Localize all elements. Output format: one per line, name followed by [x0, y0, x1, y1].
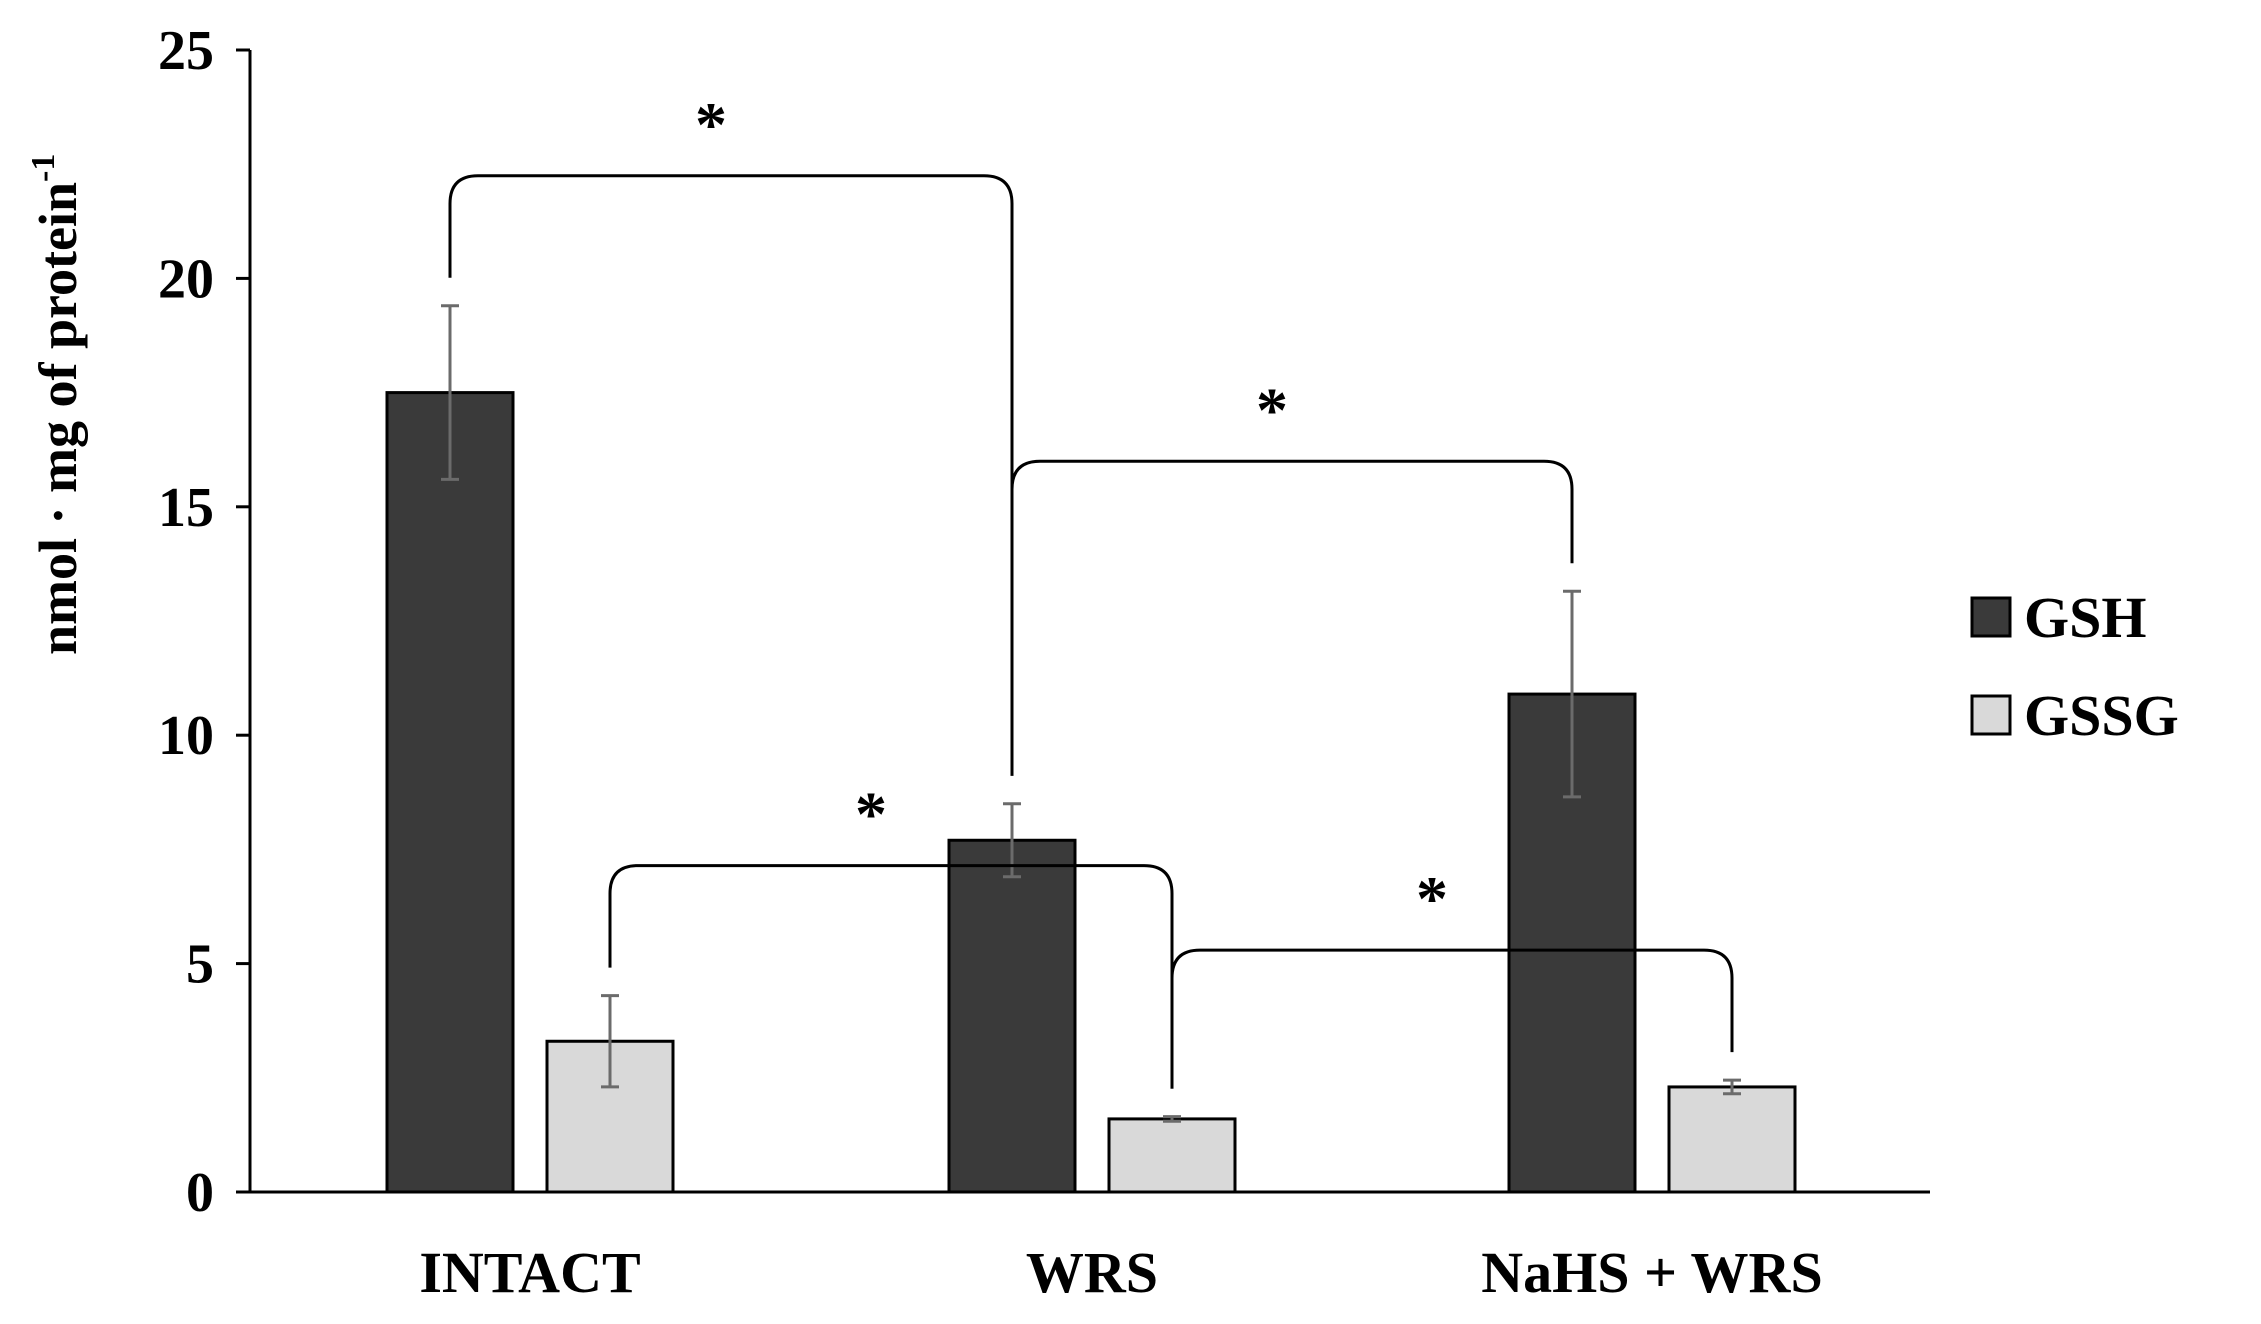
significance-bracket-2: *: [608, 779, 1174, 1089]
error-bar-gssg-2: [1723, 1078, 1741, 1096]
bar-gsh-1: [947, 838, 1077, 1194]
y-axis-title-text: nmol · mg of protein: [28, 182, 88, 655]
category-label: NaHS + WRS: [1481, 1240, 1822, 1305]
legend-item-gssg: GSSG: [1970, 683, 2179, 748]
legend-label: GSSG: [2024, 683, 2179, 748]
error-bars: [441, 304, 1741, 1123]
legend-item-gsh: GSH: [1970, 585, 2147, 650]
significance-star: *: [1416, 863, 1448, 934]
y-tick-label: 25: [158, 20, 214, 82]
error-bar-gssg-1: [1163, 1115, 1181, 1123]
y-tick-label: 15: [158, 477, 214, 539]
category-labels: INTACT WRS NaHS + WRS: [419, 1240, 1822, 1305]
error-bar-gsh-2: [1563, 589, 1581, 799]
y-axis-title-superscript: -1: [25, 154, 62, 182]
bracket-line: [608, 864, 1174, 1089]
significance-star: *: [695, 89, 727, 160]
y-tick-label: 10: [158, 705, 214, 767]
bar-gsh-0: [385, 391, 515, 1194]
y-axis-ticks: 0 5 10 15 20 25: [158, 20, 250, 1224]
significance-bracket-1: *: [1010, 374, 1574, 776]
legend-swatch: [1970, 694, 2012, 736]
y-axis-title: nmol · mg of protein-1: [25, 154, 88, 655]
axes: [248, 50, 1930, 1194]
significance-star: *: [855, 779, 887, 850]
error-bar-gssg-0: [601, 994, 619, 1089]
bars: [385, 391, 1797, 1194]
legend-swatch: [1970, 596, 2012, 638]
y-tick-label: 0: [186, 1162, 214, 1224]
legend: GSH GSSG: [1970, 585, 2179, 748]
y-tick-label: 5: [186, 934, 214, 996]
bar-gssg-1: [1107, 1117, 1237, 1194]
significance-star: *: [1256, 374, 1288, 445]
significance-bracket-3: *: [1170, 863, 1734, 1089]
bracket-line: [1010, 459, 1574, 776]
legend-label: GSH: [2024, 585, 2147, 650]
category-label: INTACT: [419, 1240, 640, 1305]
bracket-line: [448, 174, 1014, 776]
category-label: WRS: [1026, 1240, 1158, 1305]
significance-brackets: * * * *: [448, 89, 1734, 1089]
y-tick-label: 20: [158, 248, 214, 310]
error-bar-gsh-0: [441, 304, 459, 481]
significance-bracket-0: *: [448, 89, 1014, 776]
bracket-line: [1170, 948, 1734, 1089]
bar-gssg-2: [1667, 1085, 1797, 1194]
